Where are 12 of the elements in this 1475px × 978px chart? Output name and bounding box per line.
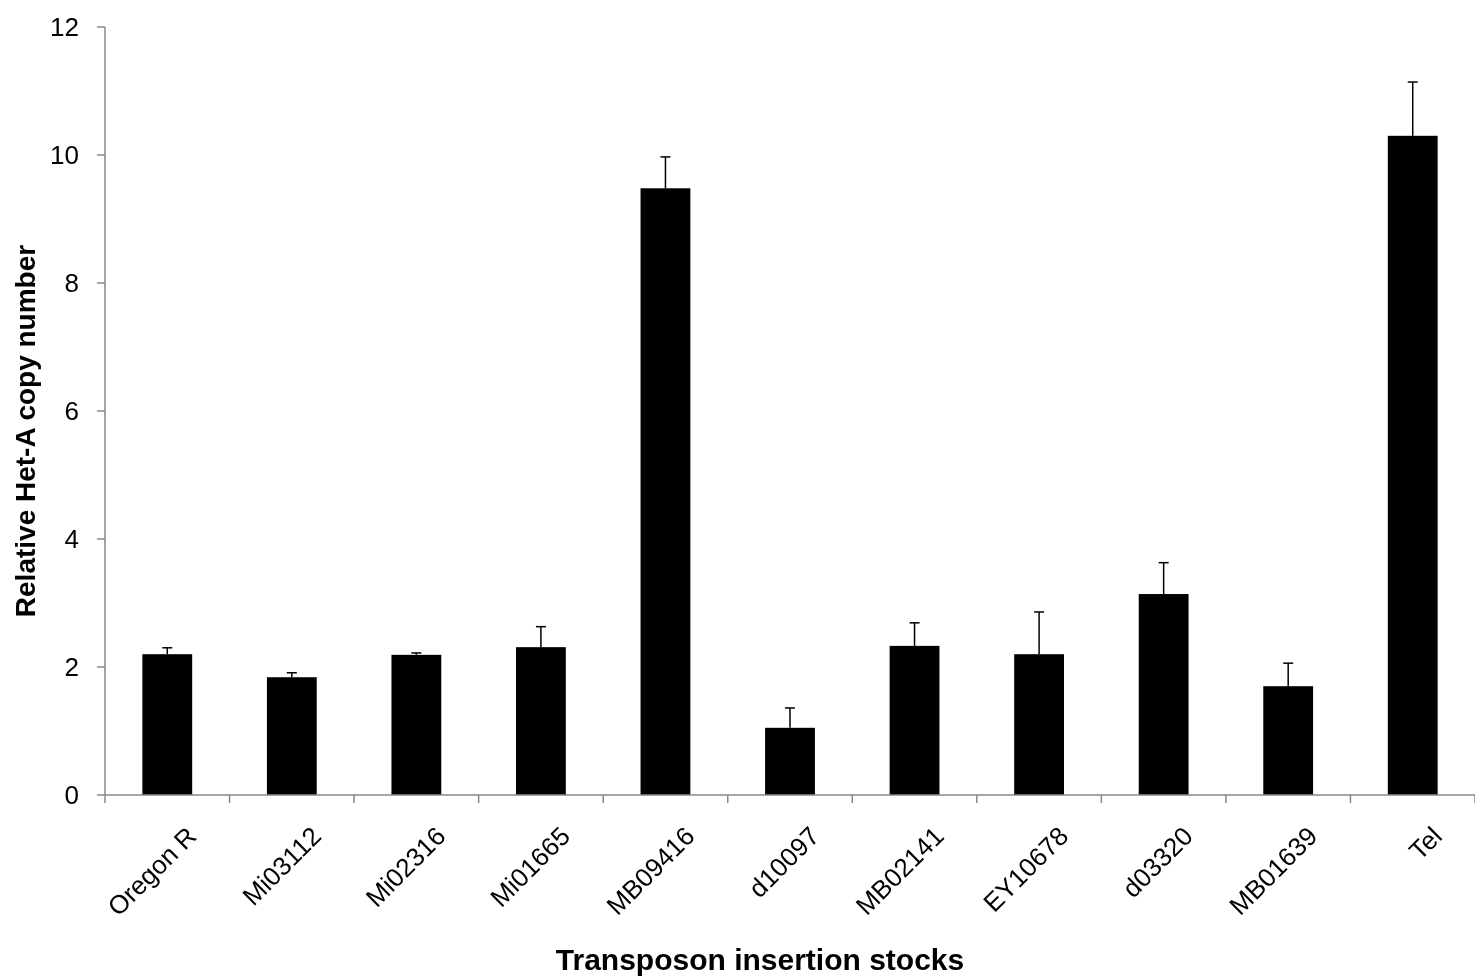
y-tick-label: 8	[64, 268, 79, 299]
y-tick-label: 10	[50, 140, 79, 171]
y-tick-label: 6	[64, 396, 79, 427]
y-axis-title: Relative Het-A copy number	[10, 244, 41, 618]
bar	[391, 654, 442, 795]
y-tick-label: 0	[64, 780, 79, 811]
y-tick-label: 12	[50, 12, 79, 43]
y-tick-label: 2	[64, 652, 79, 683]
bar	[266, 677, 317, 795]
x-axis-title: Transposon insertion stocks	[555, 943, 965, 976]
x-tick-label: Tel	[1403, 820, 1448, 866]
y-tick-label: 4	[64, 524, 79, 555]
